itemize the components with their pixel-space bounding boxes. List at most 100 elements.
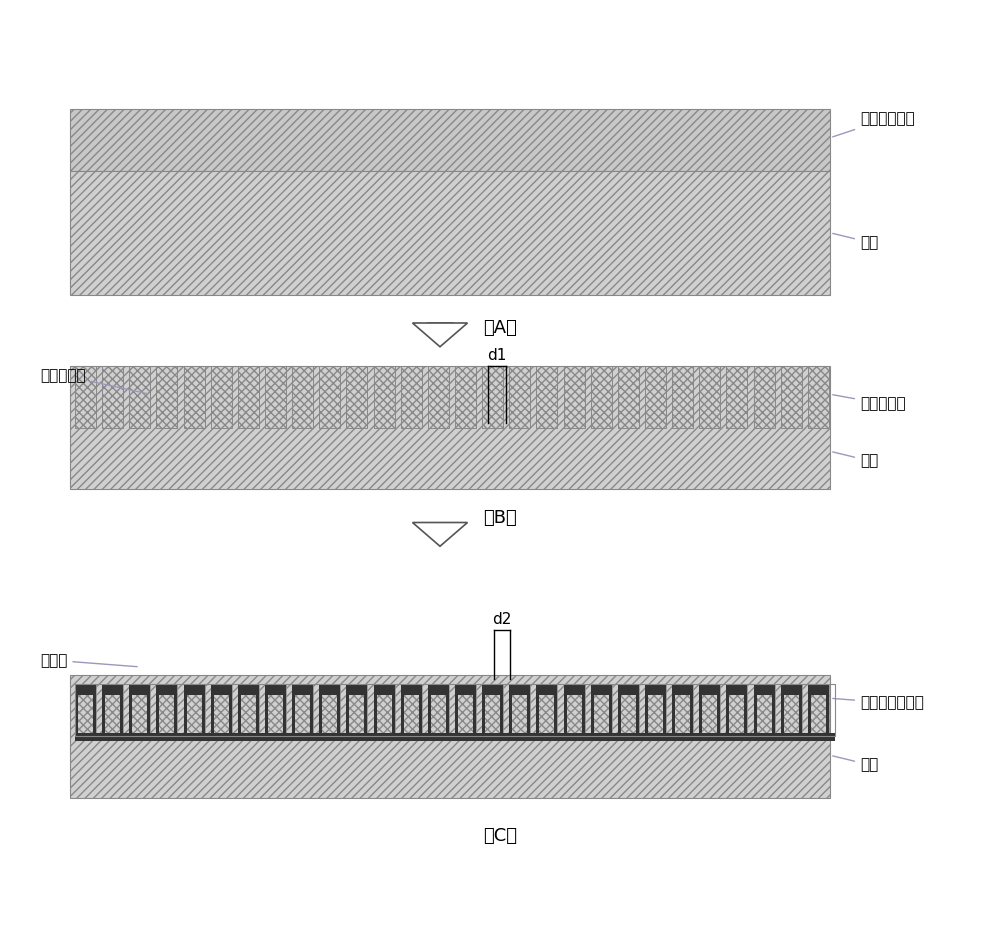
Bar: [564, 366, 585, 428]
Bar: [211, 366, 232, 428]
Bar: [826, 684, 829, 736]
Bar: [699, 684, 702, 736]
Bar: [482, 684, 503, 736]
Bar: [536, 366, 557, 428]
Bar: [482, 684, 485, 736]
Bar: [726, 684, 747, 736]
Bar: [184, 366, 205, 428]
Bar: [75, 684, 96, 736]
Bar: [527, 684, 530, 736]
Bar: [446, 684, 449, 736]
Bar: [75, 684, 78, 736]
Bar: [699, 684, 720, 736]
Bar: [70, 109, 830, 171]
Bar: [93, 684, 96, 736]
Bar: [75, 733, 835, 741]
Bar: [591, 684, 612, 695]
Bar: [211, 684, 232, 736]
Bar: [618, 684, 639, 736]
Bar: [428, 366, 449, 428]
Bar: [75, 684, 835, 736]
Bar: [564, 684, 567, 736]
Bar: [618, 366, 639, 428]
Bar: [799, 684, 802, 736]
Bar: [781, 684, 802, 695]
Bar: [618, 684, 621, 736]
Bar: [536, 684, 539, 736]
Bar: [754, 684, 775, 736]
Bar: [211, 684, 232, 695]
Text: 聚酰亚胺薄膜: 聚酰亚胺薄膜: [833, 111, 915, 137]
Bar: [129, 684, 150, 736]
Bar: [238, 684, 259, 695]
Bar: [401, 684, 404, 736]
Bar: [265, 684, 286, 736]
Bar: [102, 684, 105, 736]
Bar: [129, 684, 132, 736]
Bar: [645, 684, 666, 695]
Bar: [346, 366, 367, 428]
Bar: [401, 366, 422, 428]
Bar: [509, 684, 512, 736]
Bar: [319, 684, 322, 736]
Bar: [482, 684, 503, 695]
Bar: [781, 684, 784, 736]
Bar: [428, 684, 431, 736]
Bar: [346, 684, 367, 736]
Bar: [156, 684, 177, 736]
Bar: [265, 684, 286, 695]
Bar: [772, 684, 775, 736]
Bar: [754, 366, 775, 428]
Bar: [455, 684, 458, 736]
Bar: [75, 684, 96, 695]
Bar: [102, 684, 123, 695]
Bar: [156, 366, 177, 428]
Bar: [319, 684, 340, 736]
Bar: [156, 684, 177, 695]
Bar: [156, 684, 159, 736]
Bar: [744, 684, 747, 736]
Polygon shape: [413, 522, 468, 546]
Bar: [147, 684, 150, 736]
Bar: [591, 684, 594, 736]
Bar: [455, 684, 476, 736]
Bar: [184, 684, 205, 695]
Bar: [238, 366, 259, 428]
Bar: [419, 684, 422, 736]
Text: 聚酰亚胺柱: 聚酰亚胺柱: [40, 368, 147, 393]
Bar: [618, 684, 639, 695]
Bar: [346, 684, 367, 695]
Text: （C）: （C）: [483, 827, 517, 845]
Bar: [690, 684, 693, 736]
Bar: [482, 366, 503, 428]
Bar: [554, 684, 557, 736]
Bar: [672, 684, 693, 736]
Bar: [337, 684, 340, 736]
Bar: [726, 366, 747, 428]
Bar: [238, 684, 259, 736]
Bar: [202, 684, 205, 736]
Bar: [645, 684, 666, 736]
Bar: [129, 684, 150, 695]
Bar: [808, 684, 829, 695]
Bar: [500, 684, 503, 736]
Bar: [310, 684, 313, 736]
Bar: [374, 684, 377, 736]
Text: 硅片: 硅片: [833, 756, 878, 772]
Bar: [120, 684, 123, 736]
Bar: [726, 684, 747, 695]
Bar: [75, 366, 96, 428]
Bar: [645, 684, 648, 736]
Bar: [591, 366, 612, 428]
Text: （A）: （A）: [483, 319, 517, 336]
Bar: [238, 684, 241, 736]
Bar: [455, 366, 476, 428]
Bar: [374, 366, 395, 428]
Bar: [717, 684, 720, 736]
Bar: [70, 171, 830, 294]
Text: 金属纳米棒阵列: 金属纳米棒阵列: [833, 695, 924, 711]
Bar: [392, 684, 395, 736]
Bar: [401, 684, 422, 736]
Bar: [346, 684, 349, 736]
Text: （B）: （B）: [483, 509, 517, 526]
